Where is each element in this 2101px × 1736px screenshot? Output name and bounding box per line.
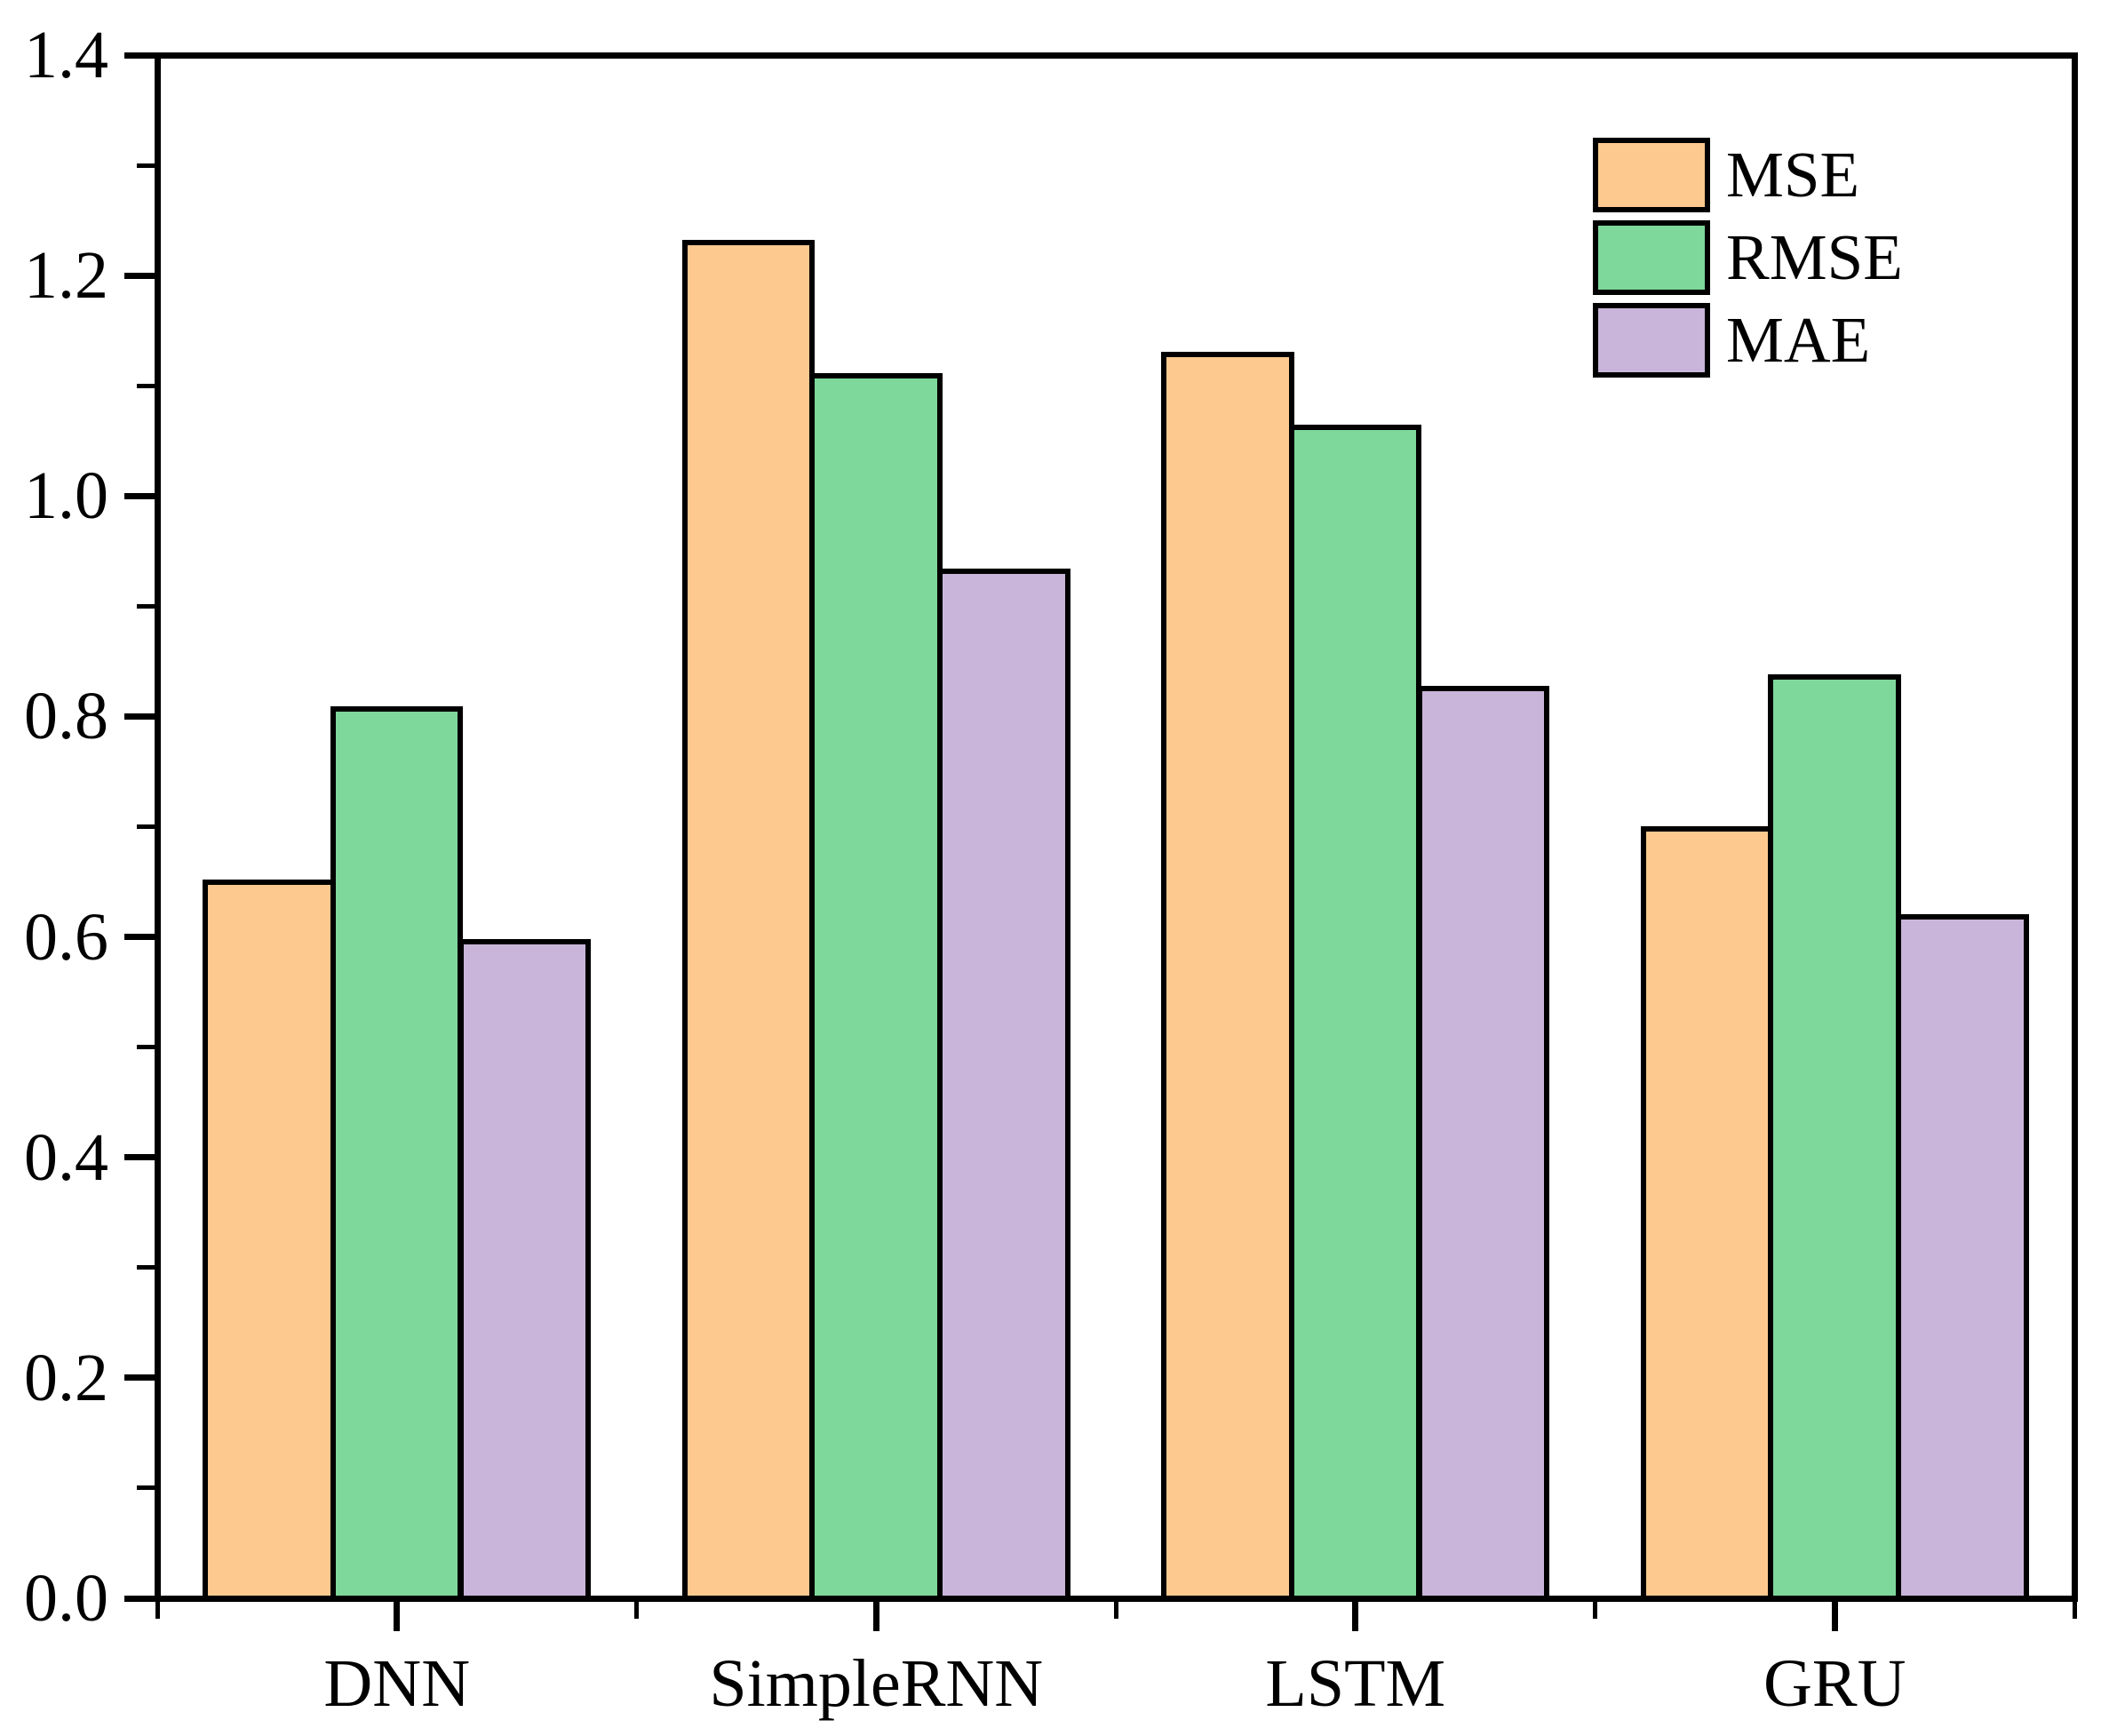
bar-dnn-mse <box>203 879 336 1601</box>
y-tick-label: 0.4 <box>24 1119 108 1195</box>
y-tick-label: 0.0 <box>24 1561 108 1636</box>
x-tick-label-lstm: LSTM <box>1265 1646 1446 1721</box>
bar-dnn-rmse <box>330 705 464 1601</box>
bar-gru-mae <box>1896 914 2029 1601</box>
y-minor-tick <box>136 824 158 829</box>
bar-gru-rmse <box>1768 673 1901 1601</box>
bar-simplernn-mae <box>937 568 1070 1601</box>
legend-swatch-mse <box>1593 138 1710 212</box>
y-major-tick <box>123 1595 158 1602</box>
y-major-tick <box>123 934 158 941</box>
bar-simplernn-mse <box>681 239 816 1601</box>
x-tick-label-gru: GRU <box>1763 1646 1906 1721</box>
y-tick-label: 0.2 <box>24 1340 108 1415</box>
legend-row-rmse: RMSE <box>1593 220 1903 295</box>
y-minor-tick <box>136 383 158 388</box>
legend-swatch-mae <box>1593 303 1710 378</box>
y-major-tick <box>123 52 158 59</box>
y-tick-label: 0.8 <box>24 679 108 754</box>
y-minor-tick <box>136 1265 158 1270</box>
x-major-tick <box>1352 1601 1359 1631</box>
legend-label-mae: MAE <box>1726 304 1871 376</box>
bar-lstm-rmse <box>1288 425 1422 1601</box>
y-major-tick <box>123 713 158 720</box>
x-minor-tick <box>1113 1601 1118 1619</box>
x-major-tick <box>872 1601 879 1631</box>
y-major-tick <box>123 1374 158 1382</box>
legend-label-mse: MSE <box>1726 139 1860 211</box>
y-minor-tick <box>136 1045 158 1050</box>
y-minor-tick <box>136 603 158 609</box>
x-minor-tick <box>634 1601 639 1619</box>
legend-swatch-rmse <box>1593 220 1710 295</box>
bar-lstm-mae <box>1416 686 1549 1601</box>
x-minor-tick <box>2072 1601 2077 1619</box>
bar-simplernn-rmse <box>809 373 943 1601</box>
legend-label-rmse: RMSE <box>1726 221 1903 293</box>
x-tick-label-dnn: DNN <box>323 1646 471 1721</box>
y-tick-label: 1.2 <box>24 238 108 314</box>
bar-dnn-mae <box>458 938 591 1601</box>
y-tick-label: 1.0 <box>24 458 108 534</box>
x-major-tick <box>394 1601 401 1631</box>
bar-gru-mse <box>1640 825 1774 1601</box>
x-minor-tick <box>155 1601 160 1619</box>
x-major-tick <box>1831 1601 1838 1631</box>
y-tick-label: 0.6 <box>24 899 108 975</box>
y-major-tick <box>123 1154 158 1161</box>
y-major-tick <box>123 492 158 499</box>
legend-row-mae: MAE <box>1593 303 1903 378</box>
bar-lstm-mse <box>1161 352 1294 1601</box>
y-minor-tick <box>136 1485 158 1491</box>
y-minor-tick <box>136 163 158 168</box>
legend-row-mse: MSE <box>1593 138 1903 212</box>
y-major-tick <box>123 272 158 279</box>
y-tick-label: 1.4 <box>24 18 108 92</box>
x-minor-tick <box>1593 1601 1597 1619</box>
x-tick-label-simplernn: SimpleRNN <box>709 1646 1044 1721</box>
legend: MSE RMSE MAE <box>1593 138 1903 378</box>
